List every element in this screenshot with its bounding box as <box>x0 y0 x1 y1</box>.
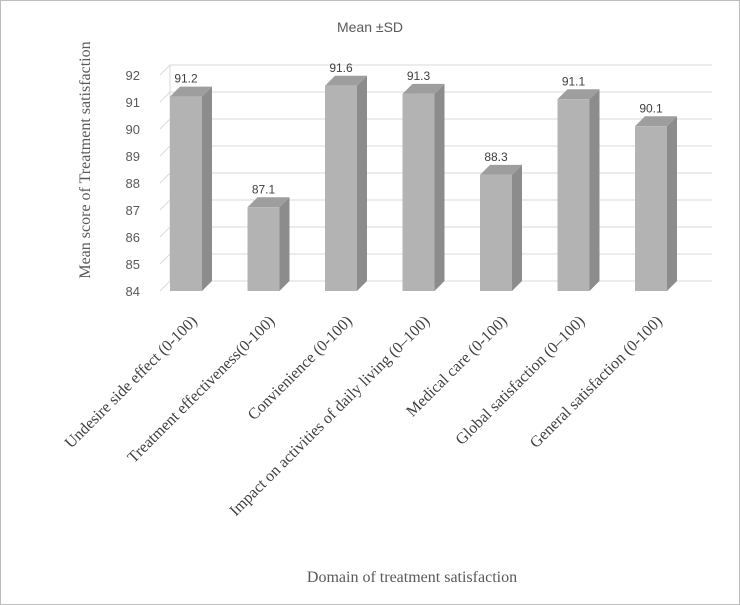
bar-top <box>170 86 212 97</box>
y-tick-label: 92 <box>126 68 140 83</box>
y-tick-label: 89 <box>126 149 140 164</box>
data-label: 87.1 <box>252 182 276 196</box>
gridline-diag <box>159 199 171 211</box>
data-label: 91.3 <box>407 69 431 83</box>
y-tick-label: 84 <box>126 284 140 299</box>
bar-top <box>402 83 445 94</box>
data-label: 88.3 <box>484 150 508 164</box>
gridline-diag <box>159 226 171 238</box>
gridline-diag <box>159 280 171 292</box>
bar <box>635 126 667 291</box>
bar-top <box>247 197 290 208</box>
bar-side <box>434 83 445 292</box>
x-category-label: Global satisfaction (0–100) <box>453 313 589 449</box>
y-tick-label: 91 <box>126 95 140 110</box>
data-labels: 91.2 87.1 91.6 91.3 88.3 91.1 90.1 <box>174 61 663 197</box>
bar-top <box>325 75 367 86</box>
gridline-diag <box>159 64 171 76</box>
gridline-diag <box>159 253 171 265</box>
bar-side <box>202 86 212 291</box>
bar <box>480 174 512 291</box>
bar-side <box>589 89 600 291</box>
bar-side <box>512 164 522 291</box>
bar <box>402 93 435 292</box>
bars <box>170 75 677 292</box>
y-tick-label: 86 <box>126 230 140 245</box>
bar-side <box>667 116 677 291</box>
x-category-label: Treatment effectiveness(0-100) <box>125 313 279 467</box>
gridline-diag <box>159 91 171 103</box>
bar-top <box>480 164 522 175</box>
y-tick-label: 90 <box>126 122 140 137</box>
data-label: 91.1 <box>562 74 586 88</box>
bar-top <box>557 89 600 100</box>
y-tick-label: 87 <box>126 203 140 218</box>
gridline-diag <box>159 145 171 157</box>
bar <box>170 96 202 291</box>
bar-side <box>357 75 367 291</box>
bar-top <box>635 116 677 127</box>
bar <box>557 99 590 291</box>
chart-title: Mean ±SD <box>337 19 403 35</box>
x-category-label: Undesire side effect (0-100) <box>62 313 201 452</box>
y-axis-title: Mean score of Treatment satisfaction <box>77 41 94 278</box>
gridline-diag <box>159 172 171 184</box>
gridline-diag <box>159 118 171 130</box>
data-label: 90.1 <box>639 101 663 115</box>
data-label: 91.2 <box>174 72 198 86</box>
bar <box>325 85 357 291</box>
x-category-label: General satisfaction (0-100) <box>527 313 666 452</box>
y-tick-label: 88 <box>126 176 140 191</box>
y-tick-label: 85 <box>126 257 140 272</box>
x-axis-title: Domain of treatment satisfaction <box>307 569 517 586</box>
bar <box>247 207 280 291</box>
bar-side <box>279 197 290 291</box>
y-axis-ticks: 84 85 86 87 88 89 90 91 92 <box>126 68 140 299</box>
data-label: 91.6 <box>329 61 353 75</box>
x-axis-categories: Undesire side effect (0-100)Treatment ef… <box>62 313 666 520</box>
